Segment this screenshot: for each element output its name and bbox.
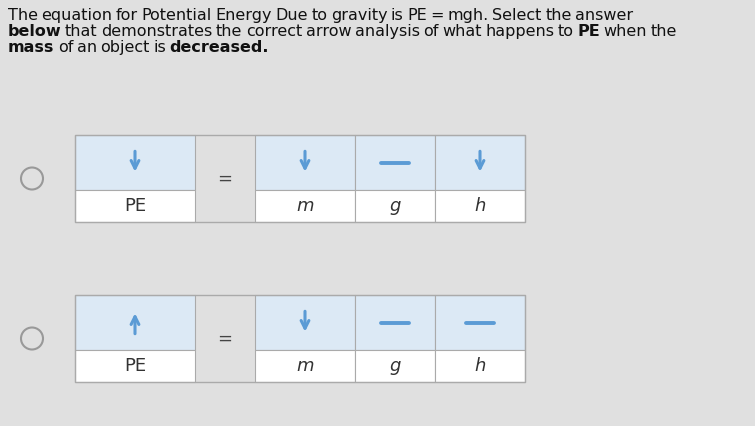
Text: is: is xyxy=(153,40,166,55)
Bar xyxy=(355,295,435,350)
Text: equation: equation xyxy=(42,8,112,23)
Text: to: to xyxy=(311,8,328,23)
Text: =: = xyxy=(217,170,233,187)
Text: m: m xyxy=(296,357,314,375)
Bar xyxy=(75,135,195,190)
Text: below: below xyxy=(8,24,62,39)
Text: Potential: Potential xyxy=(142,8,212,23)
Text: Due: Due xyxy=(276,8,308,23)
Bar xyxy=(255,295,355,350)
Text: an: an xyxy=(77,40,97,55)
Text: arrow: arrow xyxy=(306,24,351,39)
Text: when: when xyxy=(603,24,647,39)
Text: is: is xyxy=(391,8,404,23)
Text: m: m xyxy=(296,197,314,215)
Text: decreased.: decreased. xyxy=(170,40,269,55)
Text: correct: correct xyxy=(246,24,302,39)
Bar xyxy=(75,295,195,350)
Text: object: object xyxy=(100,40,149,55)
Text: demonstrates: demonstrates xyxy=(101,24,212,39)
Text: the: the xyxy=(650,24,676,39)
Text: the: the xyxy=(216,24,242,39)
Bar xyxy=(255,190,355,222)
Text: Select: Select xyxy=(492,8,541,23)
Text: =: = xyxy=(217,329,233,348)
Text: the: the xyxy=(545,8,572,23)
Bar xyxy=(75,135,525,222)
Text: g: g xyxy=(390,357,401,375)
Text: Energy: Energy xyxy=(215,8,272,23)
Text: of: of xyxy=(424,24,439,39)
Text: mass: mass xyxy=(8,40,54,55)
Bar xyxy=(75,350,195,382)
Text: analysis: analysis xyxy=(355,24,420,39)
Text: The: The xyxy=(8,8,38,23)
Bar xyxy=(355,135,435,190)
Bar xyxy=(435,295,525,350)
Text: answer: answer xyxy=(575,8,633,23)
Text: of: of xyxy=(58,40,73,55)
Text: PE: PE xyxy=(124,197,146,215)
Text: PE: PE xyxy=(407,8,427,23)
Text: =: = xyxy=(430,8,444,23)
Bar xyxy=(75,190,195,222)
Bar xyxy=(255,350,355,382)
Text: gravity: gravity xyxy=(331,8,387,23)
Text: PE: PE xyxy=(577,24,600,39)
Text: that: that xyxy=(65,24,97,39)
Text: for: for xyxy=(116,8,138,23)
Bar xyxy=(355,350,435,382)
Text: g: g xyxy=(390,197,401,215)
Text: to: to xyxy=(558,24,574,39)
Text: h: h xyxy=(474,357,485,375)
Text: happens: happens xyxy=(485,24,554,39)
Bar xyxy=(75,295,525,382)
Text: mgh.: mgh. xyxy=(448,8,488,23)
Bar xyxy=(435,135,525,190)
Bar xyxy=(355,190,435,222)
Text: PE: PE xyxy=(124,357,146,375)
Text: h: h xyxy=(474,197,485,215)
Bar xyxy=(255,135,355,190)
Text: what: what xyxy=(442,24,482,39)
Bar xyxy=(435,350,525,382)
Bar xyxy=(435,190,525,222)
